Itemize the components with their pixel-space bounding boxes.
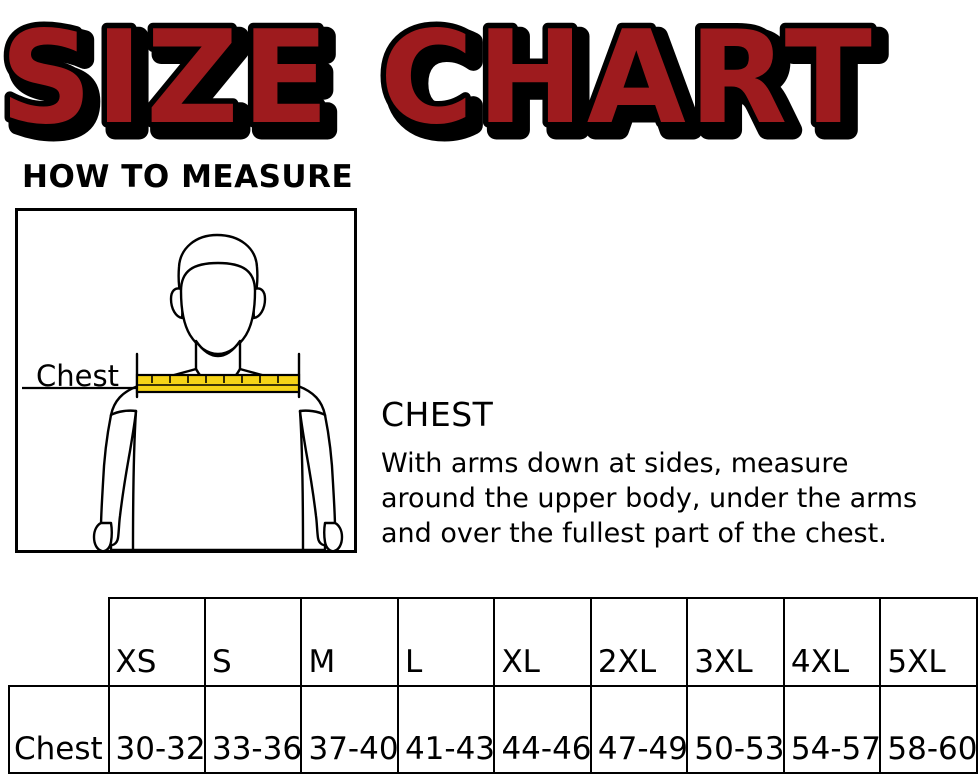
chest-description-line-3: and over the fullest part of the chest.: [381, 518, 887, 549]
page-title-text: SIZE CHART: [0, 4, 875, 152]
torso-left-edge: [131, 409, 138, 550]
size-chart-table: XS S M L XL 2XL 3XL 4XL 5XL Chest 30-32 …: [8, 597, 978, 774]
table-header-cell-s: S: [203, 597, 303, 687]
table-header-cell-5xl: 5XL: [879, 597, 978, 687]
table-cell-chest-m: 37-40: [300, 685, 399, 774]
how-to-measure-figure-panel: Chest: [15, 208, 357, 553]
table-header-row: XS S M L XL 2XL 3XL 4XL 5XL: [9, 597, 978, 687]
table-header-cell-xl: XL: [493, 597, 592, 687]
table-header-cell-4xl: 4XL: [782, 597, 882, 687]
measuring-tape-ticks: [151, 376, 279, 383]
chest-description-line-1: With arms down at sides, measure: [381, 448, 849, 479]
chest-description-body: With arms down at sides, measure around …: [381, 446, 971, 551]
table-header-cell-2xl: 2XL: [589, 597, 689, 687]
body-figure-diagram: [22, 233, 344, 550]
torso-outline: [109, 367, 327, 550]
measuring-tape-band: [135, 373, 301, 394]
how-to-measure-heading: HOW TO MEASURE: [22, 159, 354, 195]
right-hand-outline: [323, 521, 344, 550]
table-cell-chest-xs: 30-32: [107, 685, 206, 774]
torso-right-edge: [298, 409, 305, 550]
left-hand-outline: [92, 521, 113, 550]
table-header-cell-xs: XS: [107, 597, 206, 687]
table-header-cell-m: M: [300, 597, 399, 687]
chest-description-block: CHEST With arms down at sides, measure a…: [381, 396, 971, 551]
table-header-cell-3xl: 3XL: [686, 597, 785, 687]
page-title: SIZE CHART SIZE CHART: [0, 0, 978, 152]
size-chart-table-wrapper: XS S M L XL 2XL 3XL 4XL 5XL Chest 30-32 …: [8, 597, 978, 774]
head-outline: [179, 261, 257, 356]
chest-description-line-2: around the upper body, under the arms: [381, 483, 918, 514]
table-cell-chest-l: 41-43: [396, 685, 496, 774]
chest-description-heading: CHEST: [381, 395, 494, 434]
table-corner-blank: [9, 598, 109, 686]
chest-measurement-label: Chest: [36, 359, 119, 393]
page-title-shadow: SIZE CHART: [8, 12, 883, 152]
size-chart-title-graphic: SIZE CHART SIZE CHART: [0, 0, 889, 152]
table-cell-chest-5xl: 58-60: [879, 685, 978, 774]
table-header-cell-l: L: [396, 597, 496, 687]
